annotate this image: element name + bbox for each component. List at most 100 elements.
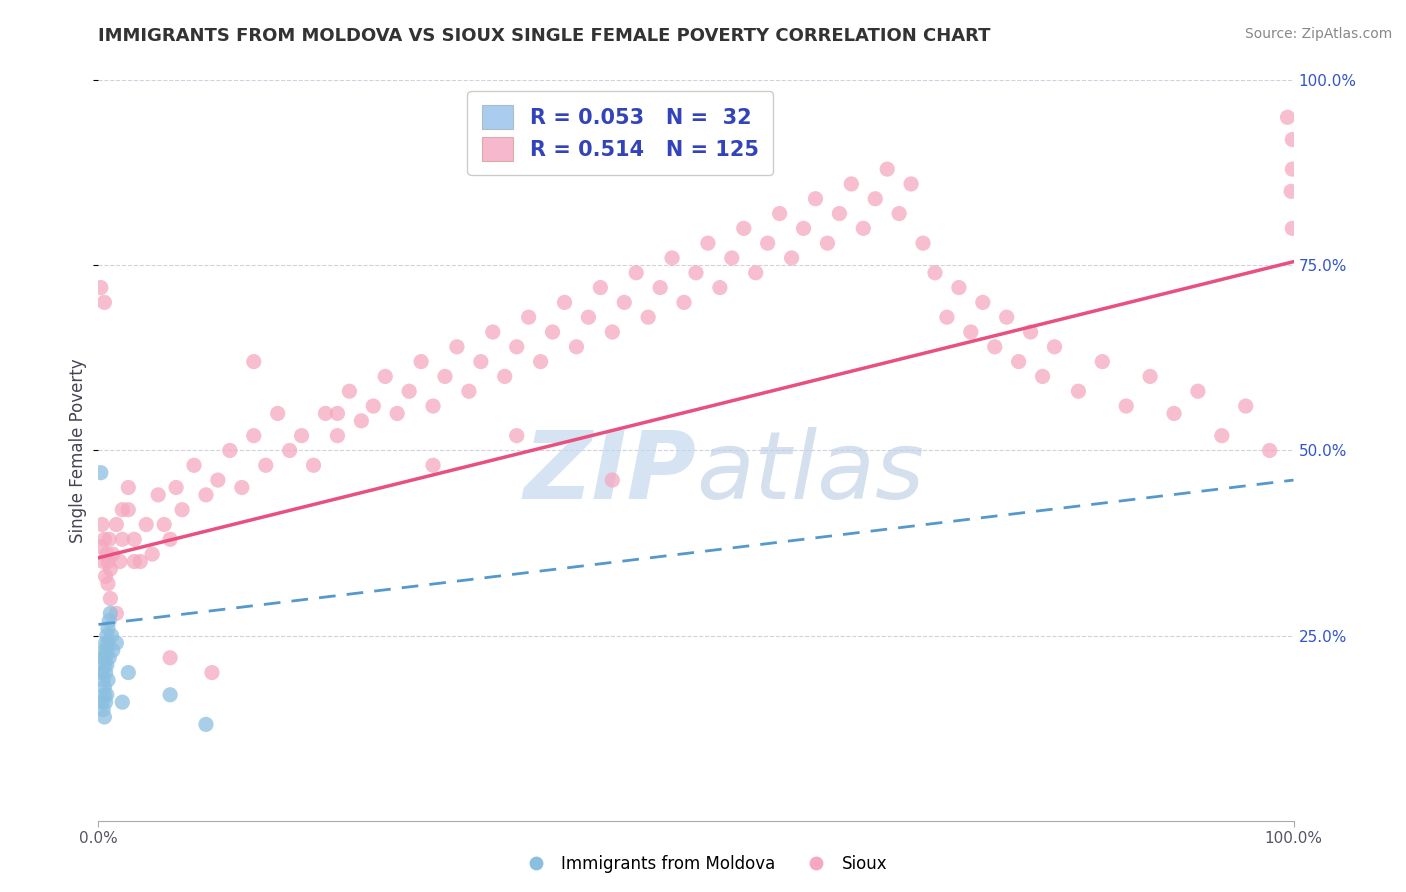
Point (219, 443, 242, 458)
Point (117, 665, 139, 680)
Y-axis label: Single Female Poverty: Single Female Poverty (69, 359, 87, 542)
Point (911, 236, 934, 251)
Point (422, 458, 444, 473)
Point (165, 480, 187, 494)
Point (815, 236, 838, 251)
Point (111, 695, 134, 709)
Point (135, 517, 157, 532)
Point (183, 458, 205, 473)
Point (733, 221, 755, 235)
Point (91, 650, 114, 665)
Point (984, 340, 1007, 354)
Point (1139, 369, 1161, 384)
Point (90, 540, 112, 554)
Point (148, 488, 170, 502)
Point (111, 533, 134, 547)
Point (96, 658, 118, 673)
Point (1281, 162, 1303, 177)
Point (541, 325, 564, 339)
Point (602, 473, 624, 487)
Text: ZIP: ZIP (523, 426, 696, 518)
Point (506, 340, 529, 354)
Point (93, 295, 115, 310)
Point (207, 473, 229, 487)
Point (458, 384, 481, 399)
Point (1281, 132, 1303, 146)
Point (852, 221, 875, 235)
Point (159, 688, 181, 702)
Point (1067, 384, 1090, 399)
Point (1281, 221, 1303, 235)
Point (108, 555, 131, 569)
Point (446, 340, 468, 354)
Point (91, 673, 114, 687)
Point (98, 650, 121, 665)
Point (93, 533, 115, 547)
Point (243, 428, 266, 442)
Point (411, 354, 433, 368)
Point (326, 407, 349, 421)
Point (111, 502, 134, 516)
Point (91, 517, 114, 532)
Point (94, 636, 117, 650)
Point (97, 621, 120, 635)
Point (578, 310, 600, 325)
Point (315, 407, 337, 421)
Point (828, 206, 851, 220)
Point (1234, 399, 1257, 413)
Point (745, 266, 768, 280)
Point (96, 688, 118, 702)
Point (517, 310, 540, 325)
Point (93, 658, 115, 673)
Point (105, 517, 128, 532)
Point (96, 628, 118, 642)
Point (90, 280, 112, 294)
Point (960, 325, 983, 339)
Point (141, 547, 163, 561)
Point (589, 280, 612, 294)
Point (876, 162, 898, 177)
Point (117, 480, 139, 494)
Point (93, 688, 115, 702)
Point (201, 665, 224, 680)
Point (96, 643, 118, 657)
Point (1043, 340, 1066, 354)
Point (554, 295, 576, 310)
Point (124, 533, 146, 547)
Point (841, 177, 863, 191)
Point (93, 643, 115, 657)
Point (129, 555, 152, 569)
Point (243, 354, 266, 368)
Point (254, 458, 277, 473)
Point (673, 295, 696, 310)
Point (626, 266, 648, 280)
Point (1019, 325, 1042, 339)
Point (1115, 399, 1137, 413)
Point (96, 547, 118, 561)
Point (159, 533, 181, 547)
Point (709, 280, 731, 294)
Point (350, 414, 373, 428)
Point (91, 555, 114, 569)
Point (291, 428, 314, 442)
Point (1032, 369, 1054, 384)
Point (613, 295, 636, 310)
Point (98, 533, 121, 547)
Point (637, 310, 659, 325)
Point (91, 665, 114, 680)
Legend: Immigrants from Moldova, Sioux: Immigrants from Moldova, Sioux (512, 848, 894, 880)
Point (422, 399, 444, 413)
Point (936, 310, 959, 325)
Point (602, 325, 624, 339)
Point (1091, 354, 1114, 368)
Point (793, 221, 815, 235)
Point (900, 177, 922, 191)
Point (93, 710, 115, 724)
Point (1163, 407, 1185, 421)
Point (94, 695, 117, 709)
Point (494, 369, 516, 384)
Point (302, 458, 325, 473)
Point (697, 236, 720, 251)
Point (98, 607, 122, 621)
Point (972, 295, 994, 310)
